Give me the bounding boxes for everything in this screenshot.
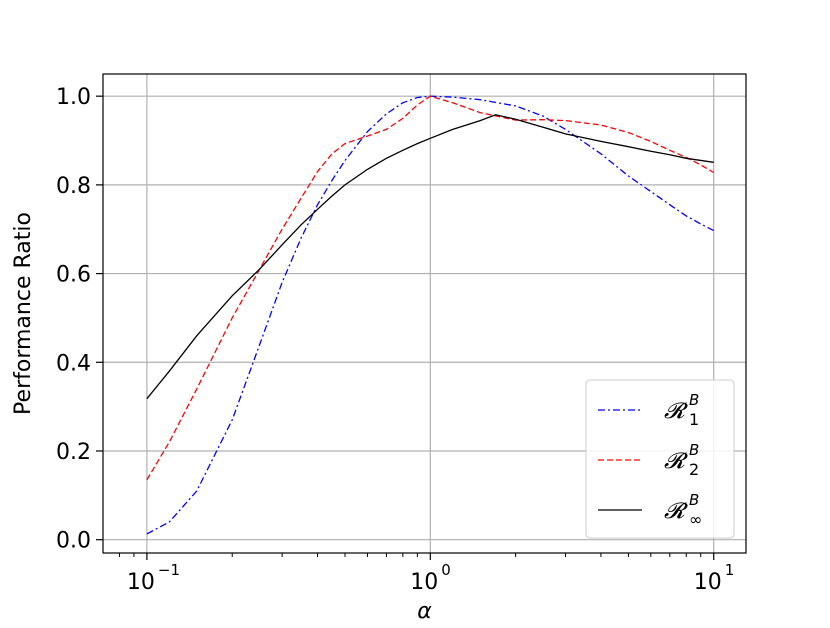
y-tick-label: 0.6 bbox=[56, 263, 91, 288]
x-tick-label: 10 bbox=[410, 570, 438, 595]
legend-superscript-1: B bbox=[689, 391, 699, 409]
series-line-2 bbox=[146, 95, 715, 481]
x-tick-exponent: −1 bbox=[158, 561, 180, 579]
legend-label-1: 𝓡 bbox=[664, 399, 688, 424]
y-tick-label: 0.2 bbox=[56, 440, 91, 465]
plot-frame bbox=[102, 73, 747, 554]
y-tick-label: 0.4 bbox=[56, 351, 91, 376]
legend: 𝓡 B1𝓡 B2𝓡 B∞ bbox=[585, 379, 735, 539]
tick-labels: 10 −1 10 0 10 10.00.20.40.60.81.0 bbox=[56, 85, 734, 595]
x-axis-label: α bbox=[417, 599, 432, 623]
legend-label-2: 𝓡 bbox=[664, 449, 688, 474]
axis-ticks bbox=[96, 95, 715, 560]
x-tick-exponent: 1 bbox=[725, 561, 735, 579]
legend-superscript-2: B bbox=[689, 441, 699, 459]
legend-subscript-3: ∞ bbox=[689, 510, 702, 529]
y-tick-label: 0.0 bbox=[56, 529, 91, 554]
x-tick-exponent: 0 bbox=[441, 561, 451, 579]
legend-superscript-3: B bbox=[689, 491, 699, 509]
legend-subscript-2: 2 bbox=[689, 460, 699, 479]
y-axis-label: Performance Ratio bbox=[11, 212, 36, 415]
plot-series bbox=[146, 95, 715, 535]
series-line-1 bbox=[146, 95, 714, 535]
legend-subscript-1: 1 bbox=[689, 410, 699, 429]
x-tick-label: 10 bbox=[694, 570, 722, 595]
legend-box bbox=[585, 379, 735, 539]
series-line-3 bbox=[146, 114, 714, 400]
y-tick-label: 1.0 bbox=[56, 85, 91, 110]
x-tick-label: 10 bbox=[127, 570, 155, 595]
legend-label-3: 𝓡 bbox=[664, 499, 688, 524]
y-tick-label: 0.8 bbox=[56, 174, 91, 199]
